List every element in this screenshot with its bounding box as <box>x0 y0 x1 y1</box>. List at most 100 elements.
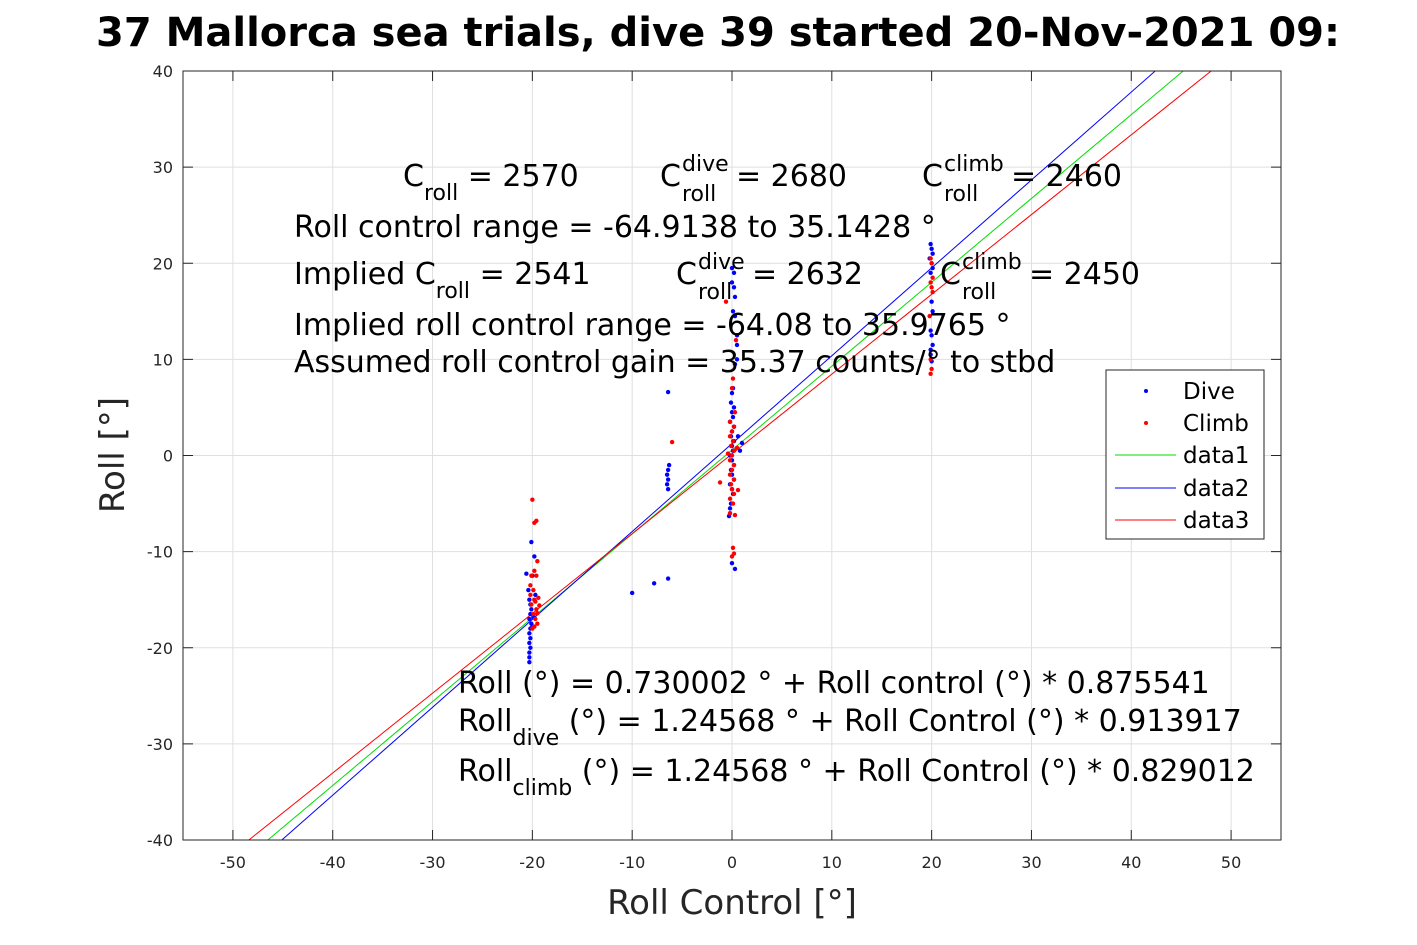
annotation-implied-climb: C <box>940 257 961 292</box>
annotation-implied-climb-sup: climb <box>962 250 1022 275</box>
climb-point-49 <box>723 299 729 304</box>
climb-point-34 <box>729 467 735 473</box>
dive-point-69 <box>735 434 741 439</box>
climb-point-59 <box>929 285 934 290</box>
dive-point-71 <box>739 440 745 446</box>
dive-point-1 <box>527 655 532 660</box>
dive-point-58 <box>732 361 738 367</box>
dive-point-87 <box>928 347 933 352</box>
climb-point-0 <box>530 497 535 502</box>
dive-point-59 <box>734 357 740 362</box>
climb-point-36 <box>727 458 733 463</box>
x-tick-label-1: -40 <box>320 853 346 872</box>
climb-point-63 <box>928 371 933 376</box>
climb-point-26 <box>727 510 733 516</box>
dive-point-82 <box>928 328 933 333</box>
annotation-fit-all: Roll (°) = 0.730002 ° + Roll control (°)… <box>458 666 1210 701</box>
climb-point-58 <box>928 280 933 285</box>
legend-label-data2: data2 <box>1183 476 1249 502</box>
dive-point-2 <box>527 650 532 655</box>
climb-point-13 <box>531 611 536 617</box>
x-tick-label-3: -20 <box>519 853 545 872</box>
y-axis-label: Roll [°] <box>93 397 133 513</box>
dive-point-81 <box>930 309 935 314</box>
climb-point-4 <box>535 559 540 564</box>
climb-point-12 <box>534 607 539 612</box>
climb-point-29 <box>731 491 737 497</box>
x-tick-label-5: 0 <box>727 853 737 872</box>
dive-point-60 <box>734 342 740 348</box>
climb-point-51 <box>735 487 741 493</box>
climb-point-50 <box>717 480 723 485</box>
dive-point-55 <box>728 400 734 405</box>
annotation-implied-dive: C <box>676 257 697 292</box>
dive-point-33 <box>732 566 738 572</box>
legend-label-climb: Climb <box>1183 411 1249 437</box>
dive-point-56 <box>729 390 735 396</box>
dive-point-4 <box>527 640 532 646</box>
annotation-implied-climb-sub: roll <box>962 280 996 305</box>
dive-point-74 <box>929 246 934 252</box>
climb-point-57 <box>930 275 935 280</box>
dive-point-52 <box>730 414 736 420</box>
legend-label-data3: data3 <box>1183 508 1249 534</box>
x-tick-label-6: 10 <box>822 853 842 872</box>
dive-point-79 <box>928 270 933 276</box>
x-tick-label-4: -10 <box>619 853 645 872</box>
dive-point-29 <box>665 486 671 492</box>
tick-labels: -50 -40 -30 -20 -10 0 10 20 30 40 50 -40 -30 -20 -10 0 1… <box>147 62 1241 872</box>
climb-point-25 <box>731 551 737 556</box>
climb-point-43 <box>731 424 737 429</box>
legend: Dive Climb data1 data2 data3 <box>1105 369 1265 540</box>
dive-point-70 <box>737 448 743 453</box>
annotation-c-roll-climb-sub: roll <box>944 182 978 207</box>
climb-point-30 <box>729 486 735 492</box>
dive-point-23 <box>651 581 657 586</box>
y-tick-label-5: 10 <box>153 350 173 369</box>
x-tick-label-7: 20 <box>921 853 941 872</box>
climb-point-41 <box>727 434 733 439</box>
dive-point-16 <box>524 571 529 576</box>
annotation-range: Roll control range = -64.9138 to 35.1428… <box>294 210 936 245</box>
climb-point-33 <box>727 472 733 477</box>
annotation-c-roll-dive-sub: roll <box>682 182 716 207</box>
climb-point-18 <box>535 610 540 616</box>
annotation-c-roll-climb-sup: climb <box>944 152 1004 177</box>
annotation-c-roll: Croll = 2570 <box>403 159 579 206</box>
dive-point-85 <box>928 352 933 357</box>
y-tick-label-1: -30 <box>147 735 173 754</box>
annotation-c-roll-dive-val: = 2680 <box>736 159 847 194</box>
annotation-c-roll-climb: C <box>922 159 943 194</box>
annotation-fit-dive: Rolldive (°) = 1.24568 ° + Roll Control … <box>458 704 1242 751</box>
climb-point-54 <box>732 512 738 518</box>
dive-point-26 <box>664 472 670 477</box>
climb-point-9 <box>528 592 533 598</box>
climb-point-24 <box>730 545 736 550</box>
x-tick-label-0: -50 <box>220 853 246 872</box>
annotation-c-roll-dive-sup: dive <box>682 152 729 177</box>
climb-point-45 <box>732 410 738 415</box>
dive-point-78 <box>930 265 935 271</box>
x-axis-label: Roll Control [°] <box>607 883 857 923</box>
climb-point-52 <box>734 445 740 451</box>
dive-point-68 <box>729 265 735 271</box>
y-tick-label-7: 30 <box>153 158 173 177</box>
annotation-implied-c-roll: Implied Croll = 2541 <box>294 257 591 304</box>
dive-point-9 <box>527 616 532 622</box>
climb-point-37 <box>729 453 735 458</box>
dive-point-73 <box>928 241 933 247</box>
climb-point-46 <box>729 386 735 391</box>
climb-point-53 <box>725 451 731 456</box>
dive-point-75 <box>930 251 935 256</box>
dive-point-13 <box>527 597 532 602</box>
climb-point-31 <box>728 482 734 487</box>
dive-point-84 <box>930 342 935 348</box>
climb-point-40 <box>730 438 736 444</box>
dive-point-64 <box>732 294 738 300</box>
dive-point-83 <box>929 333 934 338</box>
climb-point-3 <box>529 573 534 578</box>
annotation-implied-climb-val: = 2450 <box>1029 257 1140 292</box>
dive-point-24 <box>665 576 671 581</box>
chart-title: 37 Mallorca sea trials, dive 39 started … <box>96 10 1340 56</box>
